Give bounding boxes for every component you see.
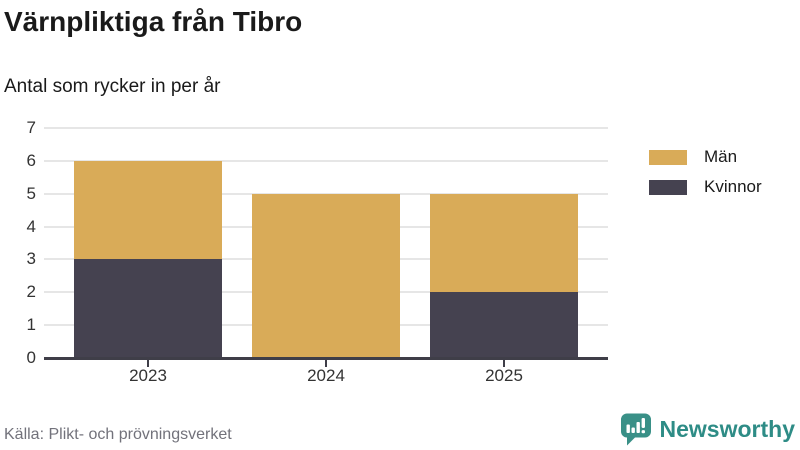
bar-chart-speech-bubble-icon	[620, 413, 651, 446]
source-text: Källa: Plikt- och prövningsverket	[4, 426, 232, 443]
chart-title: Värnpliktiga från Tibro	[4, 6, 303, 37]
bar-segment-kvinnor-2023	[74, 259, 222, 358]
y-tick-label: 0	[26, 348, 36, 367]
x-axis-tick	[503, 360, 505, 367]
legend-swatch-man	[649, 149, 687, 165]
brand-name: Newsworthy	[659, 416, 795, 442]
y-tick-label: 7	[26, 118, 36, 137]
brand-logo: Newsworthy	[620, 412, 795, 447]
legend-label-kvinnor: Kvinnor	[704, 177, 762, 196]
legend-swatch-kvinnor	[649, 179, 687, 195]
y-tick-label: 5	[26, 183, 36, 203]
x-tick-label: 2025	[485, 366, 523, 385]
plot-area	[44, 127, 608, 367]
legend-label-man: Män	[704, 147, 738, 166]
x-axis-tick	[325, 360, 327, 367]
legend-item-man: Män	[649, 147, 762, 167]
gridline	[44, 159, 608, 162]
x-tick-label: 2023	[129, 366, 167, 385]
x-axis-labels: 2023 2024 2025	[44, 366, 608, 390]
x-axis-line	[44, 357, 608, 360]
y-tick-label: 6	[26, 150, 36, 170]
y-tick-label: 4	[26, 216, 36, 236]
chart-subtitle: Antal som rycker in per år	[4, 76, 221, 97]
x-axis-tick	[147, 360, 149, 367]
y-tick-label: 1	[26, 315, 36, 335]
legend-item-kvinnor: Kvinnor	[649, 177, 762, 197]
gridline	[44, 127, 608, 129]
bar-segment-män-2024	[252, 193, 400, 358]
legend: Män Kvinnor	[649, 147, 762, 207]
y-tick-label: 3	[26, 249, 36, 269]
bar-segment-kvinnor-2025	[430, 292, 578, 358]
bar-segment-män-2025	[430, 193, 578, 293]
y-axis-labels: 0 1 2 3 4 5 6 7	[0, 119, 36, 367]
x-tick-label: 2024	[307, 366, 345, 385]
y-tick-label: 2	[26, 282, 36, 302]
bar-segment-män-2023	[74, 160, 222, 260]
